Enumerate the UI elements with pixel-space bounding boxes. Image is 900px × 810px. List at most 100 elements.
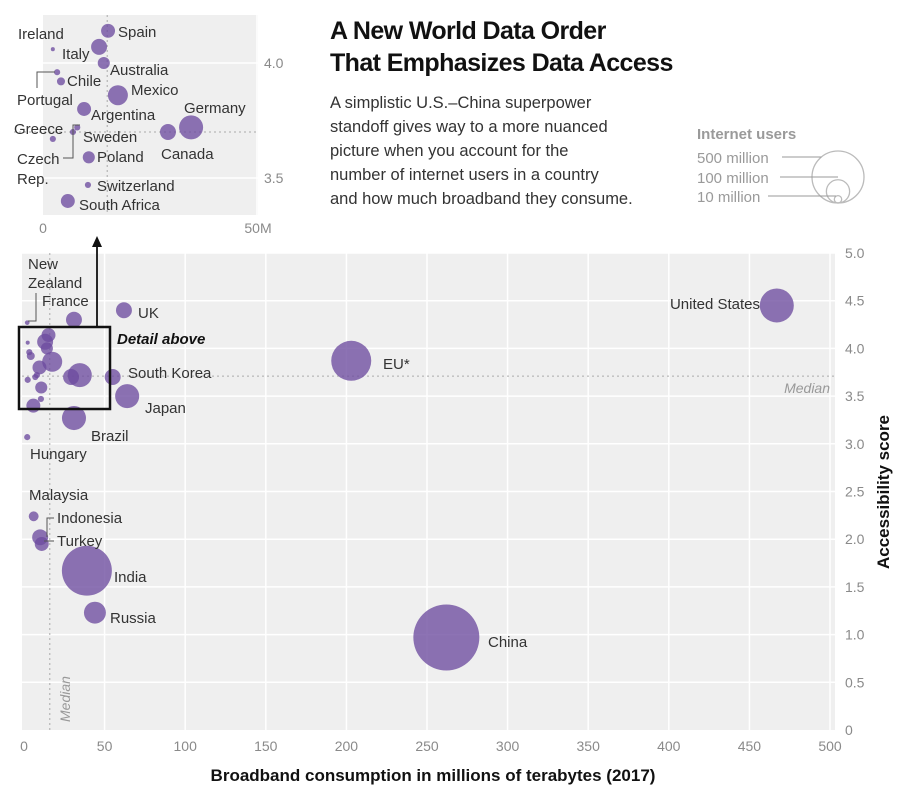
x-tick-label: 0 — [20, 738, 28, 754]
x-tick-label: 150 — [254, 738, 278, 754]
y-tick-label: 2.0 — [845, 531, 865, 547]
description-line: picture when you account for the — [330, 142, 568, 160]
x-tick-label: 500 — [818, 738, 842, 754]
title-line-2: That Emphasizes Data Access — [330, 49, 673, 77]
y-tick-label: 4.5 — [845, 293, 865, 309]
inset-label-australia: Australia — [110, 62, 169, 79]
label-malaysia: Malaysia — [29, 487, 89, 504]
bubble-south-korea — [104, 369, 121, 385]
inset-label-spain: Spain — [118, 24, 156, 41]
bubble-russia — [83, 601, 106, 624]
inset-bubble-chile — [56, 77, 66, 86]
label-line: Czech — [17, 151, 60, 168]
bubble-czech-rep- — [24, 376, 31, 383]
inset-bubble-argentina — [77, 102, 92, 116]
label-south-korea: South Korea — [128, 365, 212, 382]
y-tick-label: 2.5 — [845, 484, 865, 500]
legend-circle — [833, 194, 843, 204]
label-brazil: Brazil — [91, 428, 129, 445]
label-eu-: EU* — [383, 356, 410, 373]
x-tick-label: 250 — [415, 738, 439, 754]
inset-label-greece: Greece — [14, 121, 63, 138]
inset-bubble-germany — [179, 115, 204, 140]
inset-x-tick: 50M — [244, 220, 271, 236]
x-tick-label: 200 — [335, 738, 359, 754]
leader-line — [36, 71, 55, 88]
description: A simplistic U.S.–China superpower stand… — [330, 94, 633, 208]
bubble-sweden — [32, 373, 39, 381]
bubble-canada — [63, 369, 80, 385]
arrow-up-icon — [92, 236, 102, 247]
inset-label-germany: Germany — [184, 100, 246, 117]
size-legend: Internet users 500 million 100 million 1… — [697, 126, 865, 206]
x-tick-label: 100 — [174, 738, 198, 754]
description-line: A simplistic U.S.–China superpower — [330, 94, 592, 112]
x-tick-label: 350 — [577, 738, 601, 754]
legend-title: Internet users — [697, 126, 796, 143]
inset-bubble-portugal — [54, 69, 61, 76]
label-russia: Russia — [110, 610, 157, 627]
inset-bubble-australia — [97, 56, 110, 70]
bubble-mexico — [42, 351, 63, 372]
label-line: New — [28, 256, 58, 273]
inset-bubble-poland — [82, 151, 95, 164]
leader-line — [28, 293, 37, 322]
inset-label-south-africa: South Africa — [79, 197, 161, 214]
bubble-uk — [115, 302, 132, 319]
inset-label-czech-rep-: Czech Rep. — [17, 151, 60, 188]
bubble-australia — [40, 342, 53, 355]
bubble-malaysia — [28, 511, 39, 522]
x-axis-title: Broadband consumption in millions of ter… — [211, 766, 656, 785]
label-line: Zealand — [28, 275, 82, 292]
leader-line — [46, 517, 54, 537]
y-axis-title: Accessibility score — [874, 415, 893, 569]
y-tick-label: 0.5 — [845, 674, 865, 690]
inset-label-sweden: Sweden — [83, 129, 137, 146]
title-line-1: A New World Data Order — [330, 17, 607, 45]
label-new-zealand: New Zealand — [28, 256, 82, 292]
bubble-japan — [115, 384, 140, 409]
inset-label-mexico: Mexico — [131, 82, 179, 99]
median-label: Median — [57, 676, 73, 722]
inset-bubble-canada — [160, 124, 176, 140]
detail-label: Detail above — [117, 331, 205, 348]
bubble-portugal — [26, 349, 33, 356]
bubble-switzerland — [37, 395, 45, 403]
description-line: standoff gives way to a more nuanced — [330, 118, 608, 136]
median-label: Median — [784, 380, 830, 396]
y-tick-label: 3.0 — [845, 436, 865, 452]
inset-bubble-italy — [91, 38, 108, 55]
inset-label-chile: Chile — [67, 73, 101, 90]
y-tick-label: 0 — [845, 722, 853, 738]
y-tick-label: 1.0 — [845, 627, 865, 643]
label-united-states: United States — [670, 296, 760, 313]
bubble-india — [61, 545, 112, 596]
label-uk: UK — [138, 305, 159, 322]
bubble-argentina — [32, 360, 47, 375]
inset-bubble-south-africa — [60, 194, 75, 208]
bubble-spain — [41, 328, 56, 343]
main-chart: 0 50 100 150 200 250 300 350 400 450 50000.51.01.5… — [17, 236, 865, 754]
inset-label-italy: Italy — [62, 46, 90, 63]
x-tick-label: 50 — [97, 738, 113, 754]
inset-y-tick: 4.0 — [264, 55, 284, 71]
inset-label-canada: Canada — [161, 146, 214, 163]
bubble-eu- — [331, 340, 372, 381]
label-line: Rep. — [17, 171, 49, 188]
legend-label-500: 500 million — [697, 150, 769, 167]
inset-y-tick: 3.5 — [264, 170, 284, 186]
label-france: France — [42, 293, 89, 310]
bubble-turkey — [34, 536, 49, 551]
label-japan: Japan — [145, 400, 186, 417]
x-tick-label: 450 — [738, 738, 762, 754]
inset-plot-background — [43, 15, 258, 215]
y-tick-label: 5.0 — [845, 245, 865, 261]
inset-label-portugal: Portugal — [17, 92, 73, 109]
y-tick-label: 1.5 — [845, 579, 865, 595]
inset-label-argentina: Argentina — [91, 107, 156, 124]
bubble-ireland — [25, 340, 30, 345]
bubble-united-states — [759, 288, 794, 323]
y-tick-label: 4.0 — [845, 340, 865, 356]
detail-box — [17, 325, 112, 411]
